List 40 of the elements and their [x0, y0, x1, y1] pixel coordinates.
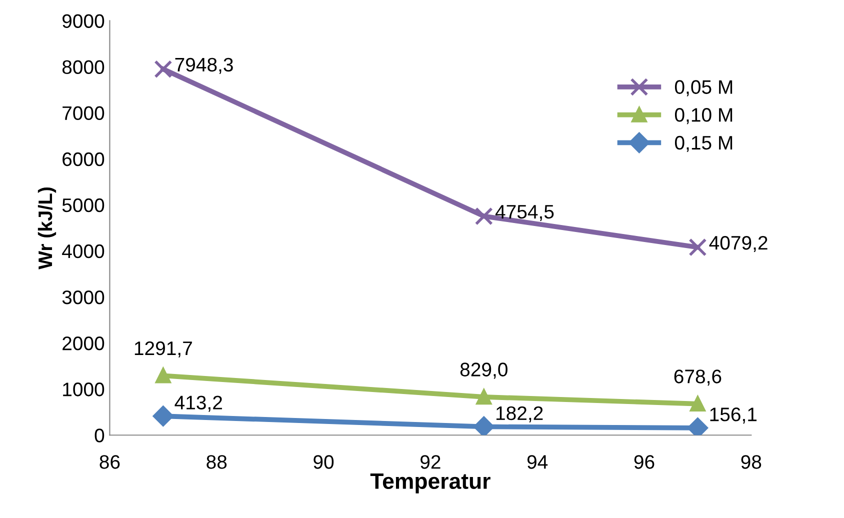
y-tick-label: 5000 [62, 198, 104, 212]
x-tick-label: 90 [314, 455, 334, 469]
y-tick-label: 6000 [62, 152, 104, 166]
point [687, 418, 708, 436]
point [474, 207, 493, 226]
data-label: 678,6 [674, 370, 722, 386]
x-tick-label: 94 [527, 455, 548, 469]
legend-label: 0,10 M [674, 108, 732, 124]
data-label: 1291,7 [134, 341, 192, 358]
y-tick-label: 4000 [62, 244, 104, 258]
x-tick-label: 96 [634, 455, 654, 469]
data-label: 182,2 [496, 406, 543, 422]
data-label: 156,1 [710, 408, 757, 424]
legend-label: 0,15 M [674, 136, 732, 152]
point [476, 389, 492, 405]
y-tick-label: 2000 [62, 336, 104, 350]
data-label: 829,0 [460, 362, 508, 379]
point [688, 238, 707, 256]
point [154, 60, 172, 78]
y-tick-label: 9000 [62, 14, 104, 28]
y-tick-label: 3000 [62, 290, 104, 304]
data-label: 413,2 [174, 396, 222, 412]
y-tick-label: 1000 [63, 382, 104, 396]
legend-label: 0,05 M [674, 80, 732, 96]
data-label: 7948,3 [175, 58, 233, 74]
x-tick-label: 92 [420, 455, 440, 469]
y-tick-label: 0 [94, 428, 104, 442]
x-tick-label: 86 [100, 455, 120, 469]
x-axis-title: Temperatur [370, 474, 490, 494]
data-label: 4754,5 [495, 205, 554, 221]
y-tick-label: 7000 [62, 106, 104, 120]
y-axis-title: Wr (kJ/L) [38, 187, 56, 270]
x-tick-label: 88 [206, 455, 227, 469]
point [690, 396, 706, 412]
data-label: 4079,2 [709, 236, 768, 252]
point [152, 406, 174, 426]
x-tick-label: 98 [741, 455, 762, 469]
y-tick-label: 8000 [62, 60, 104, 74]
point [474, 416, 494, 436]
point [156, 368, 171, 384]
